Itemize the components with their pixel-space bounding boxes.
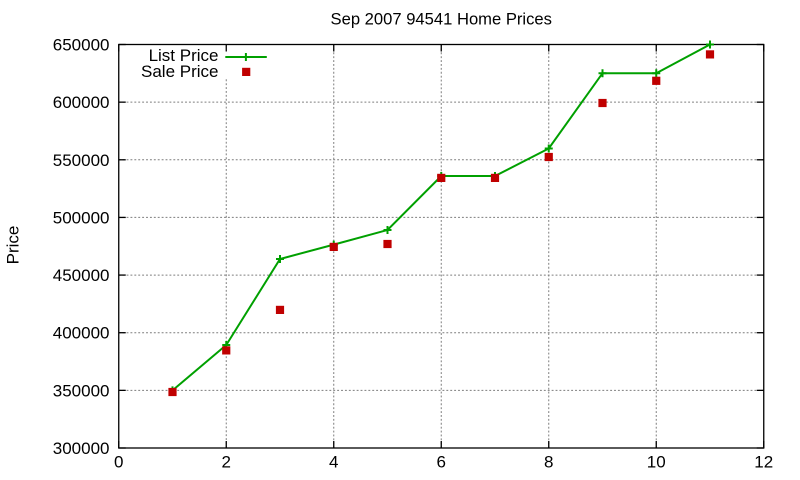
svg-text:4: 4 xyxy=(329,453,338,472)
svg-text:600000: 600000 xyxy=(53,93,110,112)
svg-text:List Price: List Price xyxy=(149,46,219,65)
svg-text:Price: Price xyxy=(4,226,23,265)
svg-text:Sale Price: Sale Price xyxy=(141,62,218,81)
svg-text:400000: 400000 xyxy=(53,324,110,343)
svg-text:6: 6 xyxy=(437,453,446,472)
svg-text:8: 8 xyxy=(544,453,553,472)
svg-text:450000: 450000 xyxy=(53,266,110,285)
svg-text:300000: 300000 xyxy=(53,439,110,458)
svg-text:650000: 650000 xyxy=(53,36,110,55)
svg-text:12: 12 xyxy=(754,453,773,472)
svg-text:0: 0 xyxy=(114,453,123,472)
svg-text:10: 10 xyxy=(647,453,666,472)
svg-text:350000: 350000 xyxy=(53,381,110,400)
svg-text:2: 2 xyxy=(222,453,231,472)
svg-text:550000: 550000 xyxy=(53,151,110,170)
svg-text:500000: 500000 xyxy=(53,208,110,227)
svg-text:Sep 2007 94541 Home Prices: Sep 2007 94541 Home Prices xyxy=(331,10,552,29)
